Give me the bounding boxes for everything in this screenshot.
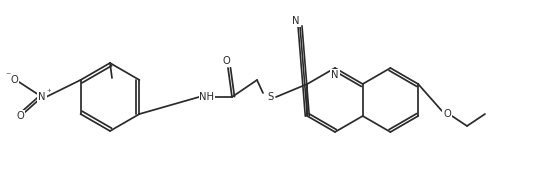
Text: O: O (10, 75, 18, 85)
Text: N: N (293, 16, 300, 26)
Text: N: N (331, 70, 338, 80)
Text: O: O (16, 111, 24, 121)
Text: O: O (222, 56, 230, 66)
Text: ⁺: ⁺ (47, 88, 52, 97)
Text: S: S (268, 92, 274, 102)
Text: N: N (38, 92, 46, 102)
Text: ⁻: ⁻ (6, 71, 11, 81)
Text: NH: NH (199, 92, 214, 102)
Text: O: O (443, 109, 451, 119)
